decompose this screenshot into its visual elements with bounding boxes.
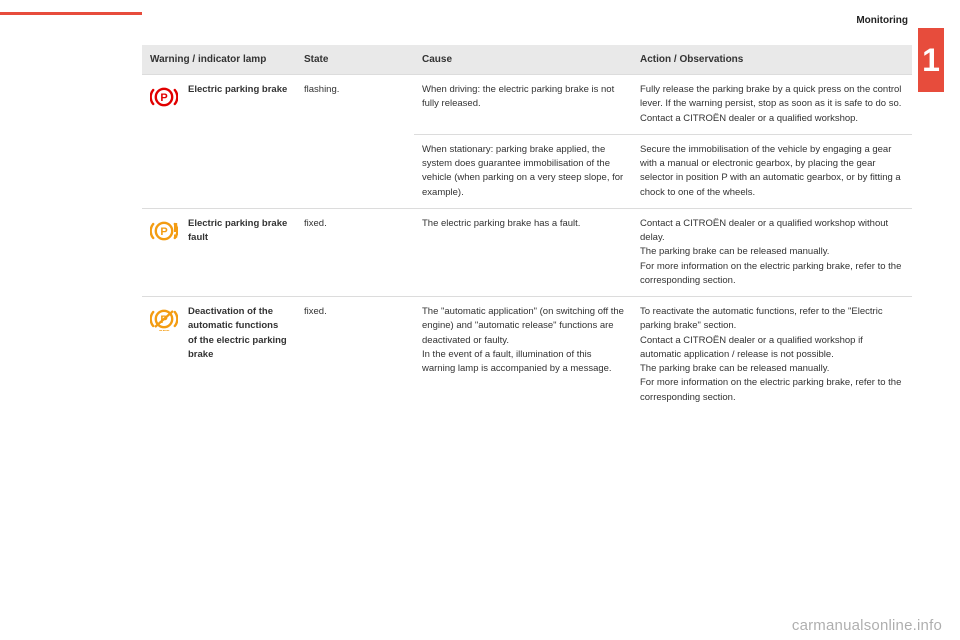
svg-text:P: P <box>160 226 167 238</box>
red-accent-bar <box>0 12 142 15</box>
lamp-state: fixed. <box>296 297 414 413</box>
watermark: carmanualsonline.info <box>792 617 942 634</box>
lamp-cause: The electric parking brake has a fault. <box>414 208 632 296</box>
lamp-action: Fully release the parking brake by a qui… <box>632 75 912 135</box>
lamp-cause: When stationary: parking brake applied, … <box>414 134 632 208</box>
table-header-row: Warning / indicator lamp State Cause Act… <box>142 45 912 75</box>
lamp-name: Electric parking brake fault <box>180 208 296 296</box>
header-state: State <box>296 45 414 75</box>
warning-lamp-table-wrap: Warning / indicator lamp State Cause Act… <box>142 45 912 413</box>
lamp-cause: When driving: the electric parking brake… <box>414 75 632 135</box>
lamp-state: fixed. <box>296 208 414 296</box>
parking-brake-fault-icon: P <box>150 219 178 243</box>
warning-lamp-table: Warning / indicator lamp State Cause Act… <box>142 45 912 413</box>
icon-cell: P <box>142 75 180 209</box>
header-action: Action / Observations <box>632 45 912 75</box>
lamp-state: flashing. <box>296 75 414 209</box>
lamp-name: Deactivation of the automatic functions … <box>180 297 296 413</box>
header-cause: Cause <box>414 45 632 75</box>
icon-cell: P OFF <box>142 297 180 413</box>
parking-brake-deactivation-icon: P OFF <box>150 307 178 331</box>
svg-text:P: P <box>160 92 167 104</box>
chapter-tab: 1 <box>918 28 944 92</box>
lamp-action: To reactivate the automatic functions, r… <box>632 297 912 413</box>
section-title: Monitoring <box>856 15 908 26</box>
header-warning-lamp: Warning / indicator lamp <box>142 45 296 75</box>
lamp-action: Contact a CITROËN dealer or a qualified … <box>632 208 912 296</box>
table-row: P OFF Deactivation of the automatic func… <box>142 297 912 413</box>
table-row: P Electric parking brake fault fixed. Th… <box>142 208 912 296</box>
svg-text:OFF: OFF <box>159 330 170 331</box>
parking-brake-icon: P <box>150 85 178 109</box>
icon-cell: P <box>142 208 180 296</box>
lamp-action: Secure the immobilisation of the vehicle… <box>632 134 912 208</box>
table-row: P Electric parking brake flashing. When … <box>142 75 912 135</box>
lamp-name: Electric parking brake <box>180 75 296 209</box>
lamp-cause: The "automatic application" (on switchin… <box>414 297 632 413</box>
